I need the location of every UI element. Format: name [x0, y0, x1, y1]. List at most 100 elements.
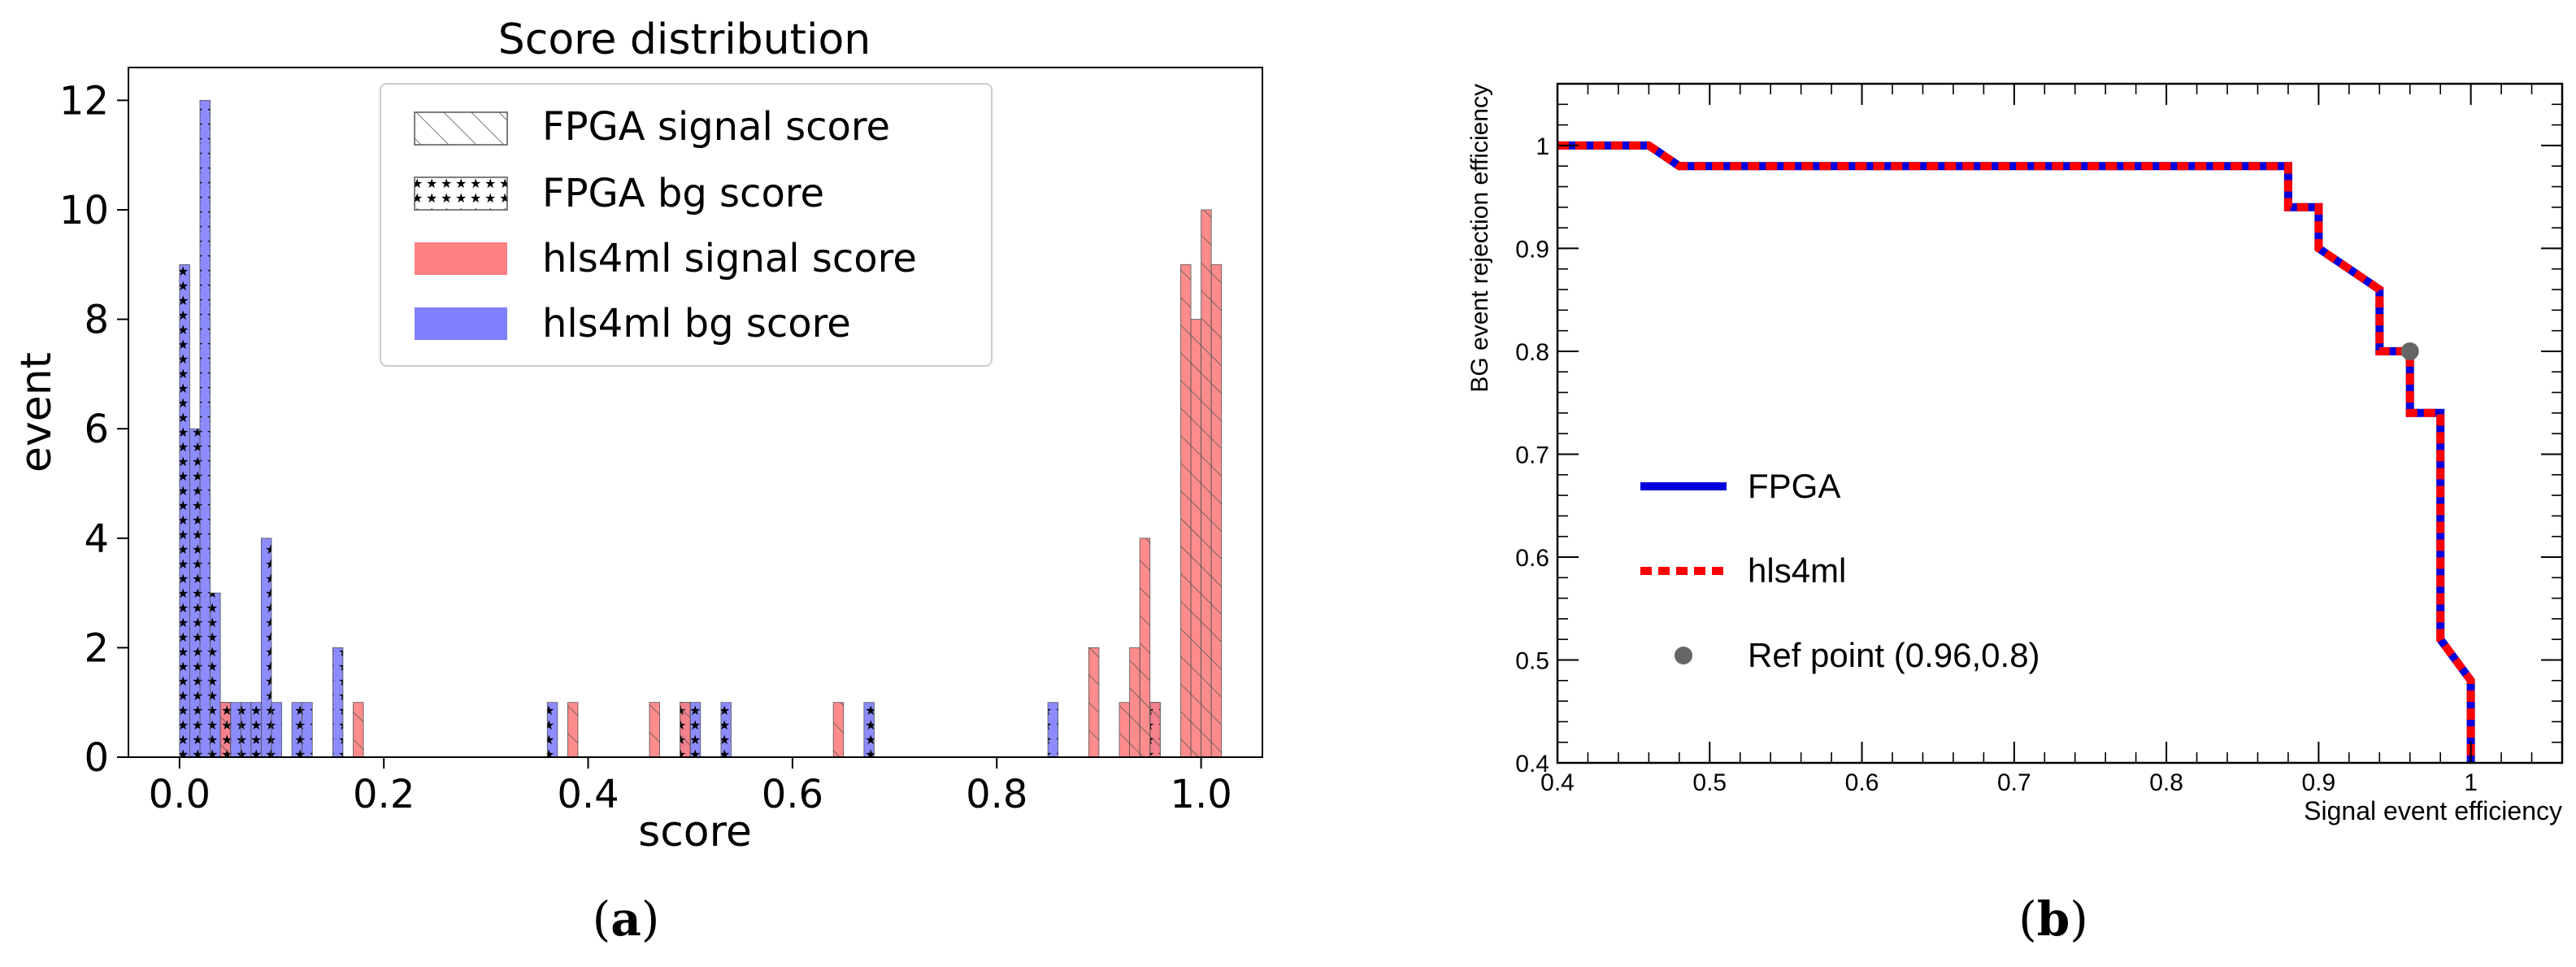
- bar-fpga-bg-score: [230, 702, 241, 758]
- caption-b: (b): [2018, 891, 2088, 947]
- caption-a-close: ): [641, 891, 660, 947]
- chart-a-ylabel: event: [12, 352, 61, 473]
- x-tick-label: 1.0: [1170, 772, 1232, 817]
- bar-fpga-bg-score: [302, 702, 313, 758]
- bar-fpga-bg-score: [1047, 702, 1059, 758]
- y-tick-label: 2: [84, 625, 109, 671]
- panel-a: Score distribution 0.0 0.2 0.4 0.6 0.8 1.0 0 2 4…: [12, 15, 1263, 856]
- bar-fpga-bg-score: [291, 702, 303, 758]
- x-tick-label: 0.6: [762, 772, 823, 817]
- bar-fpga-bg-score: [179, 264, 190, 758]
- legend-label: Ref point (0.96,0.8): [1748, 636, 2040, 674]
- legend-marker-ref-point: [1675, 647, 1692, 664]
- y-tick-label: 0: [84, 735, 109, 781]
- panel-b: 0.4 0.5 0.6 0.7 0.8 0.9 1 0.4 0.5 0.6 0.7 0.8 0.9 1 S…: [1466, 82, 2564, 825]
- chart-b-legend: FPGA hls4ml Ref point (0.96,0.8): [1640, 467, 2040, 674]
- x-tick-label: 0.4: [1540, 769, 1575, 796]
- legend-entry-hls4ml-bg: hls4ml bg score: [415, 301, 851, 346]
- legend-label: hls4ml: [1748, 551, 1846, 590]
- y-tick-label: 4: [84, 516, 109, 562]
- legend-swatch-blue: [415, 307, 507, 340]
- y-tick-label: 1: [1536, 133, 1549, 160]
- legend-box: [380, 83, 993, 367]
- y-tick-label: 0.6: [1515, 545, 1549, 572]
- bar-fpga-bg-score: [199, 99, 211, 758]
- bar-fpga-signal-score: [1210, 264, 1223, 758]
- chart-a-plot-frame: [128, 67, 1263, 758]
- bar-fpga-bg-score: [689, 702, 702, 758]
- bar-fpga-bg-score: [332, 647, 344, 758]
- y-tick-label: 8: [84, 298, 109, 343]
- x-tick-label: 0.4: [557, 772, 619, 817]
- x-tick-label: 0.9: [2302, 769, 2336, 796]
- bar-fpga-bg-score: [189, 428, 201, 758]
- bar-fpga-bg-score: [720, 702, 732, 758]
- chart-a-title: Score distribution: [498, 15, 871, 64]
- bar-fpga-signal-score: [1201, 209, 1212, 758]
- y-tick-label: 6: [84, 407, 109, 452]
- bar-fpga-signal-score: [1149, 702, 1161, 758]
- x-tick-label: 0.5: [1692, 769, 1727, 796]
- chart-b-ylabel: BG event rejection efficiency: [1466, 84, 1493, 393]
- y-tick-label: 0.4: [1515, 751, 1549, 778]
- bar-fpga-bg-score: [250, 702, 262, 758]
- x-tick-label: 0.2: [353, 772, 415, 817]
- bar-fpga-signal-score: [1139, 538, 1151, 758]
- chart-a-bars: [179, 99, 1223, 758]
- series-line-hls4ml: [1557, 141, 2475, 763]
- chart-b-axes: 0.4 0.5 0.6 0.7 0.8 0.9 1 0.4 0.5 0.6 0.7 0.8 0.9 1: [1515, 83, 2563, 796]
- bar-fpga-bg-score: [546, 702, 558, 758]
- bar-fpga-signal-score: [1190, 319, 1202, 758]
- bar-fpga-bg-score: [271, 702, 282, 758]
- y-tick-label: 0.9: [1515, 236, 1549, 263]
- bar-fpga-signal-score: [219, 702, 232, 758]
- caption-b-open: (: [2018, 891, 2037, 947]
- chart-b-xlabel: Signal event efficiency: [2304, 796, 2562, 825]
- bar-fpga-signal-score: [832, 702, 845, 758]
- caption-a-letter: a: [610, 891, 641, 947]
- chart-a-axes: 0.0 0.2 0.4 0.6 0.8 1.0 0 2 4 6 8 10 12: [59, 78, 1232, 817]
- chart-a-xlabel: score: [638, 808, 752, 856]
- chart-b-plot-frame: [1556, 82, 2564, 764]
- y-tick-label: 10: [59, 188, 109, 233]
- bar-fpga-signal-score: [649, 702, 660, 758]
- bar-fpga-bg-score: [210, 592, 221, 758]
- legend-entry-hls4ml-signal: hls4ml signal score: [415, 236, 917, 281]
- legend-entry-fpga-bg: FPGA bg score: [414, 171, 824, 216]
- bar-fpga-signal-score: [1180, 264, 1192, 758]
- bar-fpga-signal-score: [1129, 647, 1140, 758]
- bar-fpga-bg-score: [863, 702, 875, 758]
- ref-point-marker: [2400, 342, 2419, 360]
- legend-entry-fpga-signal: FPGA signal score: [414, 104, 890, 150]
- x-tick-label: 0.0: [149, 772, 211, 817]
- bar-fpga-signal-score: [353, 702, 364, 758]
- legend-label: FPGA bg score: [542, 171, 824, 216]
- legend-label: hls4ml bg score: [542, 301, 851, 346]
- bar-fpga-signal-score: [1088, 647, 1100, 758]
- caption-a: (a): [593, 891, 660, 947]
- x-tick-label: 0.7: [1997, 769, 2031, 796]
- legend-entry-hls4ml: hls4ml: [1640, 551, 1846, 590]
- legend-entry-fpga: FPGA: [1640, 467, 1840, 505]
- legend-entry-ref-point: Ref point (0.96,0.8): [1675, 636, 2040, 674]
- bar-fpga-bg-score: [240, 702, 252, 758]
- legend-label: FPGA: [1748, 467, 1840, 505]
- caption-a-open: (: [593, 891, 611, 947]
- legend-swatch-red: [415, 242, 507, 275]
- x-tick-label: 1: [2464, 769, 2478, 796]
- chart-b-lines: [1557, 141, 2475, 763]
- y-tick-label: 0.7: [1515, 442, 1549, 468]
- caption-b-letter: b: [2037, 891, 2070, 947]
- legend-swatch-hatch-diagonal: [414, 111, 508, 146]
- bar-fpga-signal-score: [1119, 702, 1131, 758]
- legend-label: hls4ml signal score: [542, 236, 917, 281]
- legend-swatch-hatch-star: [414, 176, 508, 211]
- legend-label: FPGA signal score: [542, 104, 890, 150]
- x-tick-label: 0.8: [966, 772, 1027, 817]
- bar-fpga-bg-score: [260, 538, 272, 758]
- y-tick-label: 0.8: [1515, 339, 1549, 366]
- x-tick-label: 0.6: [1845, 769, 1879, 796]
- x-tick-label: 0.8: [2149, 769, 2183, 796]
- y-tick-label: 0.5: [1515, 647, 1549, 674]
